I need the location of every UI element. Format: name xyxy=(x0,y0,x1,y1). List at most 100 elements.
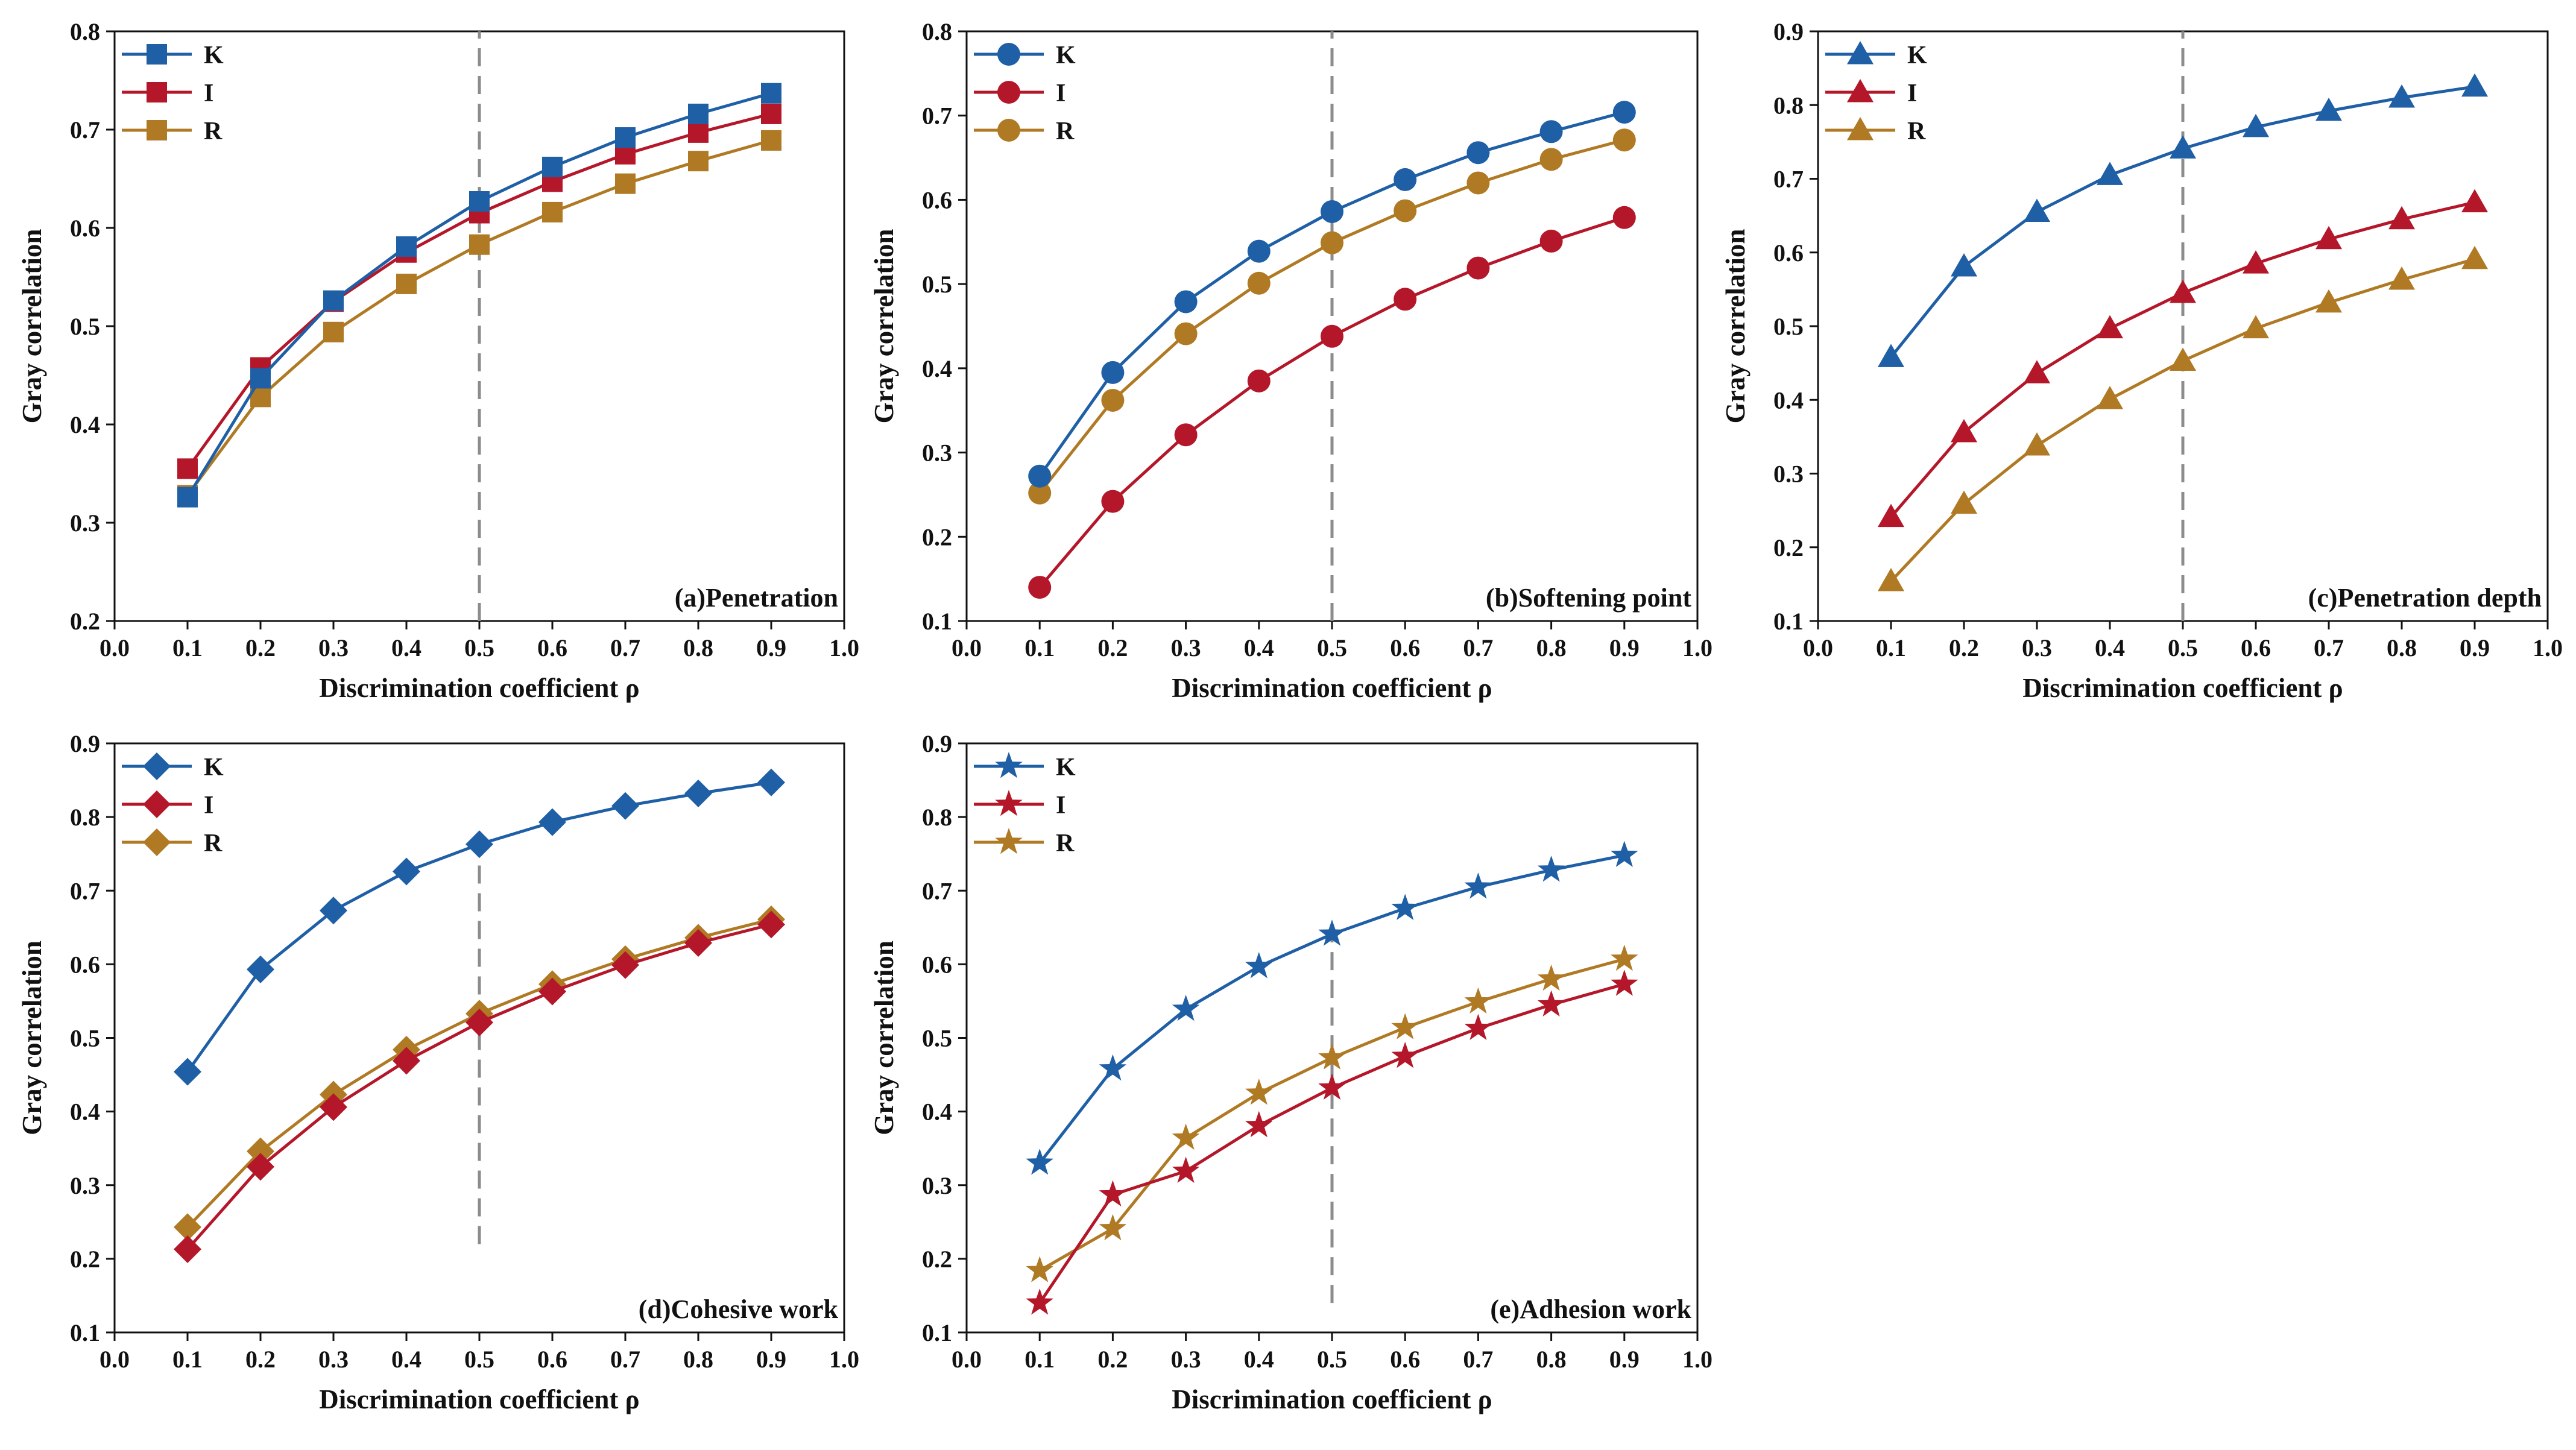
data-point-R xyxy=(174,1213,201,1241)
x-tick-label: 0.4 xyxy=(1244,634,1274,661)
x-tick-label: 0.4 xyxy=(1244,1346,1274,1373)
legend-marker-I xyxy=(995,790,1023,816)
x-tick-label: 0.5 xyxy=(1317,1346,1347,1373)
data-point-K xyxy=(320,897,347,925)
data-point-I xyxy=(1539,229,1563,253)
data-point-I xyxy=(466,1008,493,1036)
x-tick-label: 1.0 xyxy=(2533,634,2563,661)
legend-marker-K xyxy=(143,752,171,780)
data-point-K xyxy=(1174,290,1198,314)
data-point-R xyxy=(1391,1013,1419,1039)
legend-label-K: K xyxy=(204,42,224,69)
x-tick-label: 1.0 xyxy=(829,634,859,661)
data-point-I xyxy=(1394,288,1417,311)
data-point-I xyxy=(757,910,785,939)
x-tick-label: 1.0 xyxy=(1682,1346,1713,1373)
x-tick-label: 0.0 xyxy=(99,634,130,661)
data-point-K xyxy=(393,857,420,886)
y-tick-label: 0.7 xyxy=(922,102,952,130)
x-tick-label: 0.7 xyxy=(1463,1346,1493,1373)
data-point-K xyxy=(174,1058,201,1086)
x-tick-label: 0.3 xyxy=(2022,634,2052,661)
y-tick-label: 0.7 xyxy=(922,877,952,904)
panel-title: (d)Cohesive work xyxy=(639,1294,839,1324)
data-point-R xyxy=(1101,388,1125,412)
data-point-I xyxy=(688,122,709,143)
data-point-R xyxy=(396,273,417,294)
data-point-R xyxy=(1394,199,1417,222)
data-point-K xyxy=(2097,162,2123,185)
x-tick-label: 0.3 xyxy=(1171,634,1201,661)
x-tick-label: 0.1 xyxy=(172,1346,203,1373)
data-point-K xyxy=(1099,1054,1127,1081)
x-tick-label: 0.4 xyxy=(2095,634,2125,661)
legend-marker-I xyxy=(143,790,171,818)
data-point-I xyxy=(2243,250,2269,274)
y-axis-title: Gray correlation xyxy=(869,229,899,424)
legend-label-R: R xyxy=(204,830,223,857)
y-tick-label: 0.7 xyxy=(70,116,100,143)
data-point-K xyxy=(1464,872,1492,899)
chart-panel-d: 0.0 0.1 0.2 0.3 0.4 0.5 0.6 0.7 0.8 0.9 1.00.10.20… xyxy=(17,730,859,1414)
x-tick-label: 0.3 xyxy=(318,634,349,661)
y-tick-label: 0.6 xyxy=(922,951,952,978)
x-tick-label: 0.3 xyxy=(1171,1346,1201,1373)
data-point-K xyxy=(1394,168,1417,191)
x-axis-title: Discrimination coefficient ρ xyxy=(319,673,639,703)
legend-label-R: R xyxy=(1056,830,1075,857)
data-point-R xyxy=(2097,386,2123,409)
data-point-R xyxy=(247,1137,274,1165)
y-tick-label: 0.8 xyxy=(1773,92,1804,119)
y-tick-label: 0.4 xyxy=(922,1099,952,1126)
legend-label-I: I xyxy=(204,80,213,107)
data-point-K xyxy=(1391,894,1419,920)
panel-title: (c)Penetration depth xyxy=(2308,583,2542,613)
data-point-K xyxy=(1878,344,1904,367)
x-tick-label: 0.8 xyxy=(683,1346,713,1373)
data-point-R xyxy=(1537,964,1565,991)
chart-panel-e: 0.0 0.1 0.2 0.3 0.4 0.5 0.6 0.7 0.8 0.9 1.00.10.20… xyxy=(869,730,1713,1414)
data-point-R xyxy=(1611,944,1638,971)
x-tick-label: 0.9 xyxy=(756,1346,786,1373)
y-tick-label: 0.5 xyxy=(922,271,952,298)
x-axis-title: Discrimination coefficient ρ xyxy=(1172,1384,1492,1414)
y-tick-label: 0.3 xyxy=(70,509,100,537)
data-point-K xyxy=(323,290,344,311)
y-tick-label: 0.5 xyxy=(1773,313,1804,340)
y-axis-title: Gray correlation xyxy=(17,229,47,424)
x-tick-label: 0.8 xyxy=(1536,634,1567,661)
data-point-I xyxy=(2170,279,2196,303)
data-point-R xyxy=(323,321,344,342)
data-point-I xyxy=(320,1093,347,1121)
data-point-K xyxy=(1247,239,1271,263)
data-point-R xyxy=(542,201,563,222)
y-tick-label: 0.8 xyxy=(922,804,952,831)
data-point-K xyxy=(2170,135,2196,159)
legend-marker-K xyxy=(147,44,167,65)
x-tick-label: 0.6 xyxy=(537,634,567,661)
x-tick-label: 0.5 xyxy=(2168,634,2198,661)
data-point-K xyxy=(1028,464,1052,488)
data-point-K xyxy=(2024,198,2050,222)
x-tick-label: 0.0 xyxy=(952,634,982,661)
data-point-K xyxy=(1321,200,1343,223)
x-tick-label: 0.7 xyxy=(1463,634,1493,661)
data-point-R xyxy=(2316,289,2342,313)
data-point-I xyxy=(1172,1156,1200,1183)
y-tick-label: 0.8 xyxy=(70,18,100,45)
legend-marker-R xyxy=(143,828,171,856)
legend-label-I: I xyxy=(1056,80,1065,107)
y-axis-title: Gray correlation xyxy=(869,941,899,1135)
data-point-I xyxy=(2024,360,2050,383)
data-point-R xyxy=(469,234,490,255)
data-point-R xyxy=(2461,245,2488,270)
y-tick-label: 0.5 xyxy=(922,1025,952,1052)
data-point-I xyxy=(684,928,712,957)
y-tick-label: 0.9 xyxy=(922,730,952,757)
x-tick-label: 0.2 xyxy=(245,634,276,661)
series-line-I xyxy=(1038,982,1625,1304)
y-tick-label: 0.6 xyxy=(922,186,952,213)
y-tick-label: 0.3 xyxy=(70,1172,100,1199)
data-point-I xyxy=(1951,419,1977,443)
y-tick-label: 0.1 xyxy=(922,608,952,635)
